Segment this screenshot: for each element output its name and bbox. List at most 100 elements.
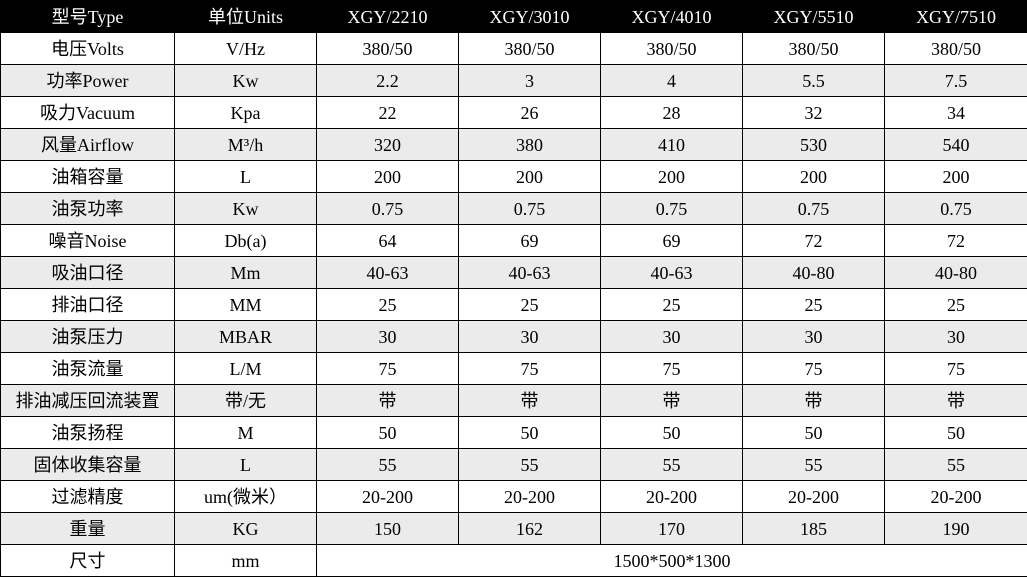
value-cell: 55 [459,449,601,481]
value-cell: 380/50 [459,33,601,65]
value-cell: 72 [885,225,1027,257]
param-cell: 吸力Vacuum [1,97,175,129]
unit-cell: V/Hz [175,33,317,65]
value-cell: 0.75 [317,193,459,225]
value-cell: 162 [459,513,601,545]
value-cell: 30 [601,321,743,353]
param-cell: 排油口径 [1,289,175,321]
value-cell: 200 [885,161,1027,193]
value-cell: 540 [885,129,1027,161]
value-cell: 4 [601,65,743,97]
value-cell: 20-200 [601,481,743,513]
value-cell: 200 [317,161,459,193]
value-cell: 69 [459,225,601,257]
table-header: 型号Type 单位Units XGY/2210 XGY/3010 XGY/401… [1,1,1027,33]
param-cell: 油泵流量 [1,353,175,385]
param-cell: 油箱容量 [1,161,175,193]
value-cell: 200 [743,161,885,193]
param-cell: 功率Power [1,65,175,97]
param-cell: 油泵功率 [1,193,175,225]
value-cell: 380/50 [317,33,459,65]
value-cell: 带 [743,385,885,417]
value-cell: 200 [459,161,601,193]
value-cell: 34 [885,97,1027,129]
param-cell: 固体收集容量 [1,449,175,481]
value-cell: 20-200 [885,481,1027,513]
unit-cell: Mm [175,257,317,289]
value-cell: 28 [601,97,743,129]
value-cell: 380 [459,129,601,161]
value-cell: 40-63 [317,257,459,289]
param-cell: 重量 [1,513,175,545]
header-model: XGY/2210 [317,1,459,33]
value-cell: 20-200 [317,481,459,513]
header-row: 型号Type 单位Units XGY/2210 XGY/3010 XGY/401… [1,1,1027,33]
value-cell: 0.75 [601,193,743,225]
value-cell: 190 [885,513,1027,545]
value-cell: 170 [601,513,743,545]
value-cell: 带 [885,385,1027,417]
value-cell: 25 [459,289,601,321]
value-cell: 40-63 [459,257,601,289]
header-param: 型号Type [1,1,175,33]
param-cell: 尺寸 [1,545,175,577]
table-row: 排油减压回流装置带/无带带带带带 [1,385,1027,417]
unit-cell: MBAR [175,321,317,353]
value-cell: 26 [459,97,601,129]
value-cell: 40-63 [601,257,743,289]
value-cell: 0.75 [885,193,1027,225]
unit-cell: L [175,161,317,193]
footer-row: 尺寸 mm 1500*500*1300 [1,545,1027,577]
value-cell: 410 [601,129,743,161]
param-cell: 过滤精度 [1,481,175,513]
value-cell: 30 [885,321,1027,353]
value-cell: 380/50 [601,33,743,65]
header-model: XGY/4010 [601,1,743,33]
value-cell: 20-200 [459,481,601,513]
value-cell: 55 [885,449,1027,481]
unit-cell: um(微米） [175,481,317,513]
unit-cell: M³/h [175,129,317,161]
value-cell: 380/50 [743,33,885,65]
unit-cell: Kw [175,65,317,97]
value-cell: 200 [601,161,743,193]
value-cell: 69 [601,225,743,257]
unit-cell: L [175,449,317,481]
param-cell: 噪音Noise [1,225,175,257]
param-cell: 油泵扬程 [1,417,175,449]
value-cell: 30 [317,321,459,353]
value-cell: 50 [743,417,885,449]
value-cell: 带 [601,385,743,417]
value-cell: 320 [317,129,459,161]
value-cell: 25 [885,289,1027,321]
unit-cell: Db(a) [175,225,317,257]
param-cell: 排油减压回流装置 [1,385,175,417]
value-cell: 25 [743,289,885,321]
dimension-cell: 1500*500*1300 [317,545,1027,577]
value-cell: 50 [317,417,459,449]
value-cell: 150 [317,513,459,545]
value-cell: 5.5 [743,65,885,97]
value-cell: 3 [459,65,601,97]
value-cell: 75 [743,353,885,385]
value-cell: 55 [743,449,885,481]
value-cell: 75 [317,353,459,385]
value-cell: 75 [459,353,601,385]
header-model: XGY/5510 [743,1,885,33]
value-cell: 530 [743,129,885,161]
value-cell: 50 [601,417,743,449]
value-cell: 75 [885,353,1027,385]
unit-cell: Kpa [175,97,317,129]
value-cell: 40-80 [885,257,1027,289]
